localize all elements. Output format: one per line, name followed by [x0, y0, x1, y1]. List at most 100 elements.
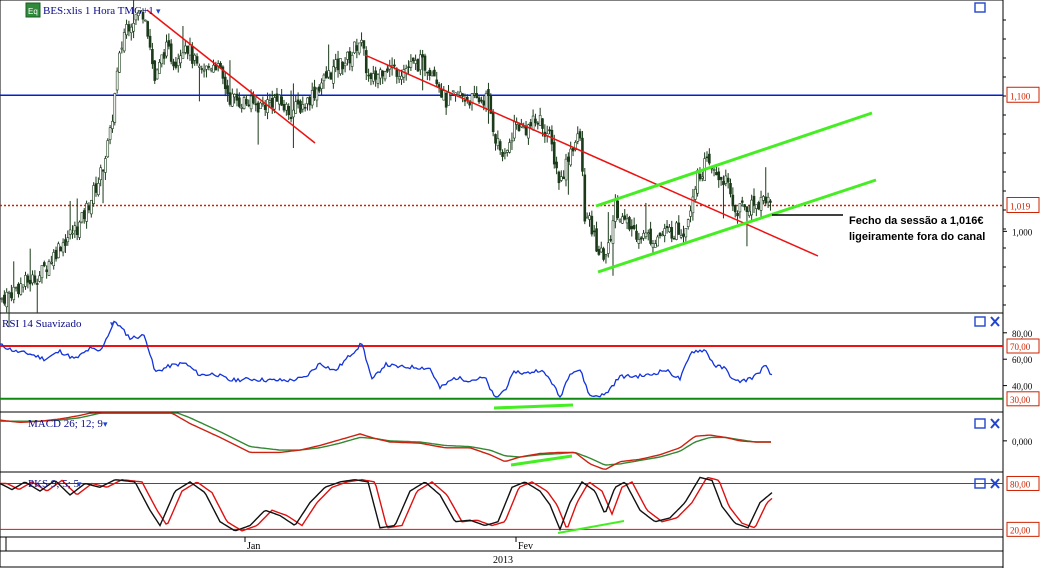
candle-body — [564, 158, 568, 181]
maximize-icon[interactable] — [974, 478, 986, 489]
maximize-icon[interactable] — [974, 2, 986, 13]
candle-body — [531, 115, 535, 130]
candle-body — [700, 176, 704, 179]
candle-body — [24, 275, 27, 287]
downtrend-line-1[interactable] — [146, 9, 316, 144]
candle-body — [423, 55, 427, 71]
maximize-icon[interactable] — [974, 316, 986, 327]
candle-body — [332, 66, 335, 84]
candle-body — [320, 82, 323, 89]
candle-body — [64, 239, 67, 246]
candle-body — [235, 93, 239, 101]
candle-body — [21, 284, 25, 288]
stoch-title[interactable]: PKS 9; 5; 5 — [28, 478, 80, 490]
eq-badge[interactable] — [25, 2, 41, 18]
stoch-title-dropdown-icon[interactable]: ▾ — [77, 479, 82, 489]
stoch-divergence-line[interactable] — [557, 520, 625, 534]
candle-body — [470, 93, 474, 103]
candle-body — [371, 73, 375, 82]
channel-lower-line[interactable] — [597, 178, 877, 274]
candle-body — [736, 212, 739, 217]
macd-divergence-line[interactable] — [510, 454, 573, 467]
candle-body — [167, 40, 171, 47]
candle-body — [381, 70, 385, 77]
price-level-label: 1,019 — [1010, 201, 1031, 211]
candle-body — [374, 70, 377, 80]
candle-body — [724, 175, 728, 184]
candle-body — [169, 43, 173, 62]
y-tick-label: 0,000 — [1012, 437, 1033, 447]
candle-body — [715, 172, 718, 176]
candle-body — [679, 235, 683, 238]
rsi-title-dropdown-icon[interactable]: ▾ — [110, 319, 115, 329]
candle-body — [400, 75, 403, 80]
candle-body — [529, 122, 533, 127]
candle-body — [104, 158, 107, 173]
candle-body — [510, 140, 514, 143]
candle-body — [101, 169, 105, 172]
candle-body — [722, 180, 725, 186]
rsi-title[interactable]: RSI 14 Suavizado — [2, 318, 82, 330]
candle-body — [364, 50, 368, 74]
candle-body — [75, 226, 79, 236]
candle-body — [336, 58, 340, 71]
downtrend-line-2[interactable] — [364, 54, 819, 257]
candle-body — [162, 52, 166, 59]
y-tick-label: 80,00 — [1012, 329, 1033, 339]
candle-body — [207, 66, 211, 68]
candle-body — [731, 194, 735, 207]
candle-body — [71, 232, 74, 235]
candle-body — [61, 242, 65, 253]
candle-body — [769, 200, 772, 203]
candle-body — [653, 243, 657, 248]
candle-body — [708, 153, 711, 164]
candle-body — [435, 79, 439, 85]
maximize-icon[interactable] — [974, 418, 986, 429]
candle-body — [33, 275, 37, 283]
price-title[interactable]: BES:xlis 1 Hora TMG+1 — [43, 5, 154, 17]
close-icon[interactable] — [990, 418, 1000, 429]
candle-body — [757, 202, 761, 210]
candle-body — [285, 103, 288, 111]
candle-body — [534, 118, 537, 124]
candle-body — [238, 97, 241, 107]
candle-body — [315, 88, 319, 101]
candle-body — [750, 199, 753, 216]
candle-body — [576, 133, 580, 142]
price-level-label: 1,100 — [1010, 91, 1031, 101]
price-title-dropdown-icon[interactable]: ▾ — [156, 6, 161, 16]
candle-body — [85, 203, 88, 222]
candle-body — [426, 71, 429, 74]
candle-body — [280, 96, 283, 106]
candle-body — [223, 76, 227, 90]
candle-body — [174, 61, 178, 68]
candle-body — [346, 51, 349, 60]
close-icon[interactable] — [990, 478, 1000, 489]
candle-body — [717, 171, 721, 181]
candle-body — [66, 237, 70, 243]
candle-body — [621, 216, 624, 224]
candle-body — [54, 249, 58, 260]
candle-body — [383, 71, 387, 80]
candle-body — [618, 219, 622, 222]
candle-body — [402, 69, 406, 78]
candle-body — [505, 150, 509, 153]
candle-body — [82, 210, 86, 220]
candle-body — [682, 233, 685, 237]
candle-body — [200, 68, 204, 70]
candle-body — [47, 261, 51, 276]
candle-body — [628, 217, 631, 230]
candle-body — [588, 215, 591, 220]
candle-body — [755, 204, 758, 209]
close-icon[interactable] — [990, 316, 1000, 327]
candle-body — [740, 200, 744, 203]
macd-title-dropdown-icon[interactable]: ▾ — [103, 419, 108, 429]
candle-body — [306, 97, 309, 105]
macd-title[interactable]: MACD 26; 12; 9 — [28, 418, 103, 430]
candle-body — [414, 60, 417, 64]
candle-body — [7, 291, 11, 294]
candle-body — [686, 219, 690, 227]
channel-upper-line[interactable] — [595, 111, 873, 208]
candle-body — [454, 92, 457, 95]
rsi-divergence-line[interactable] — [493, 403, 574, 410]
